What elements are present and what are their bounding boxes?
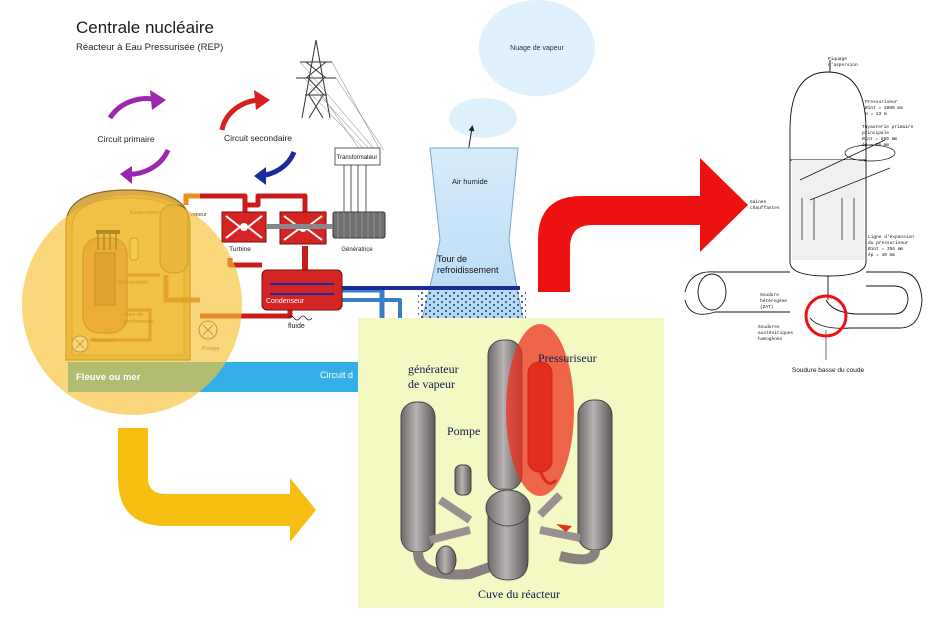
svg-text:ép = 40 mm: ép = 40 mm xyxy=(868,252,895,258)
page-subtitle: Réacteur à Eau Pressurisée (REP) xyxy=(76,42,223,53)
secondary-circuit-arrows xyxy=(219,90,297,185)
small-cloud xyxy=(449,98,517,138)
pressuriseur-label: Pressuriseur xyxy=(538,351,597,365)
tower-label-2: refroidissement xyxy=(437,265,499,275)
fleuve-label: Fleuve ou mer xyxy=(76,372,141,383)
power-pylon xyxy=(296,39,385,151)
yellow-arrow xyxy=(118,428,316,542)
turbine-label: Turbine xyxy=(229,246,251,253)
svg-text:hétérogène: hétérogène xyxy=(760,298,787,304)
fluide-label: fluide xyxy=(288,323,305,330)
svg-text:d'aspersion: d'aspersion xyxy=(828,62,858,68)
primary-circuit-label: Circuit primaire xyxy=(97,134,154,144)
svg-text:Pressuriseur: Pressuriseur xyxy=(865,99,898,105)
humid-air-label: Air humide xyxy=(452,177,488,186)
elbow-weld-highlight xyxy=(804,294,848,338)
svg-text:Øint = 850 mm: Øint = 850 mm xyxy=(862,135,897,142)
generator xyxy=(332,211,386,239)
svg-text:homogènes: homogènes xyxy=(758,336,783,342)
pressurizer-highlight xyxy=(506,324,574,496)
cuve-reacteur-label: Cuve du réacteur xyxy=(478,587,560,601)
svg-text:austénitiques: austénitiques xyxy=(758,330,793,336)
steam-generator-label-1: générateur xyxy=(408,362,459,376)
primary-circuit-arrows xyxy=(107,90,171,184)
svg-text:ép = 70 mm: ép = 70 mm xyxy=(862,142,889,148)
condenser-label: Condenseur xyxy=(266,298,305,305)
steam-cloud xyxy=(479,0,595,96)
tower-label-1: Tour de xyxy=(437,254,467,264)
svg-text:(ZAT): (ZAT) xyxy=(760,304,774,310)
page-title: Centrale nucléaire xyxy=(76,18,214,37)
svg-text:Øint = 356 mm: Øint = 356 mm xyxy=(868,245,903,252)
generator-label: Génératrice xyxy=(341,247,373,253)
svg-text:Tuyauterie primaire: Tuyauterie primaire xyxy=(862,124,914,130)
pressurizer-technical-drawing xyxy=(684,60,923,360)
svg-text:du pressuriseur: du pressuriseur xyxy=(868,240,909,246)
turbine-hp xyxy=(221,211,267,243)
svg-text:chauffantes: chauffantes xyxy=(750,205,780,211)
secondary-circuit-label: Circuit secondaire xyxy=(224,133,292,143)
yellow-highlight-circle xyxy=(22,195,242,415)
vapeur-label: vapeur xyxy=(190,212,207,218)
red-arrow xyxy=(538,158,748,292)
steam-generator-label-2: de vapeur xyxy=(408,377,455,391)
condenser xyxy=(261,269,343,311)
transformer-wires xyxy=(343,165,367,212)
transformer-label: Transformateur xyxy=(337,155,378,161)
svg-text:H = 13 m: H = 13 m xyxy=(865,111,887,117)
transformer-box xyxy=(334,147,381,166)
svg-text:principale: principale xyxy=(862,130,889,136)
pompe-component-label: Pompe xyxy=(447,424,480,438)
pressurizer-drawing-labels: Piquage d'aspersion Pressuriseur Øint = … xyxy=(750,56,914,342)
svg-text:Soudure: Soudure xyxy=(760,292,779,298)
svg-text:Øint = 2090 mm: Øint = 2090 mm xyxy=(865,104,903,111)
steam-cloud-label: Nuage de vapeur xyxy=(510,45,564,52)
svg-text:Ligne d'expansion: Ligne d'expansion xyxy=(868,234,914,240)
elbow-weld-label: Soudure basse du coude xyxy=(792,367,865,374)
turbine-shaft xyxy=(266,224,333,229)
svg-text:Soudures: Soudures xyxy=(758,324,780,330)
svg-text:Piquage: Piquage xyxy=(828,56,847,62)
svg-text:Gaines: Gaines xyxy=(750,199,767,205)
circuit-d-label: Circuit d xyxy=(320,370,353,380)
